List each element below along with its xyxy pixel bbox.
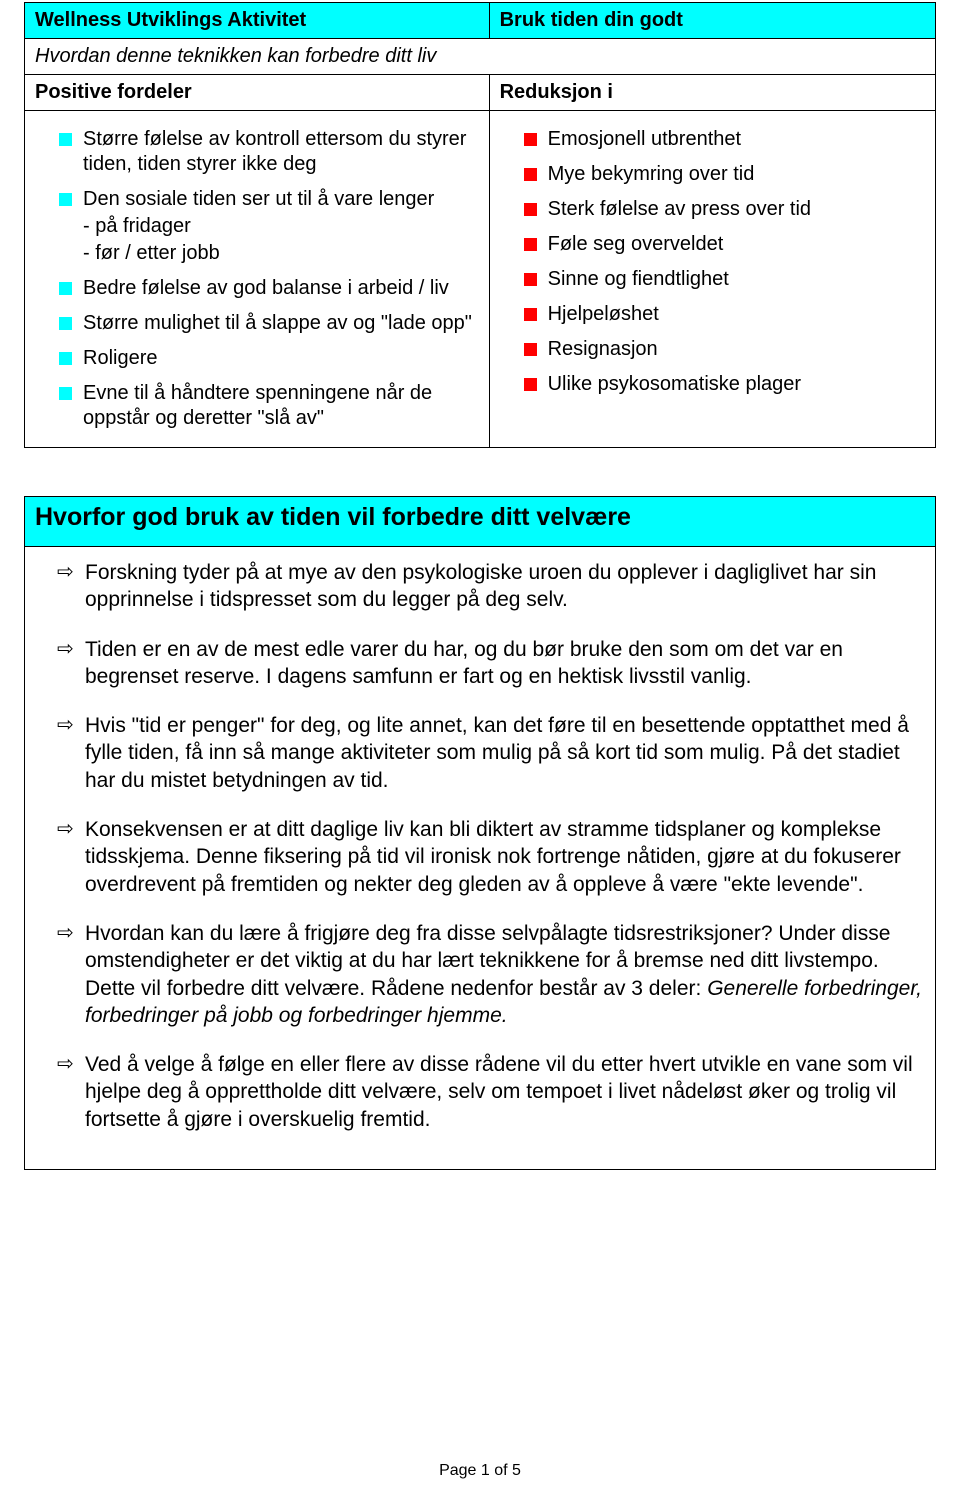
list-text: Hvis "tid er penger" for deg, og lite an… [85,714,909,792]
table2-title: Hvorfor god bruk av tiden vil forbedre d… [25,497,936,547]
list-item: Ved å velge å følge en eller flere av di… [57,1051,925,1133]
reduction-list: Emosjonell utbrenthet Mye bekymring over… [500,127,925,397]
list-text: Større mulighet til å slappe av og "lade… [83,312,472,334]
list-text: Evne til å håndtere spenningene når de o… [83,382,432,429]
list-text: Forskning tyder på at mye av den psykolo… [85,561,876,611]
list-text: Emosjonell utbrenthet [548,128,741,150]
list-item: Mye bekymring over tid [524,162,925,187]
list-text: Sinne og fiendtlighet [548,268,729,290]
table1-col-right: Reduksjon i [489,75,935,111]
why-table: Hvorfor god bruk av tiden vil forbedre d… [24,496,936,1170]
list-item: Sinne og fiendtlighet [524,267,925,292]
page-footer: Page 1 of 5 [0,1462,960,1480]
list-item: Tiden er en av de mest edle varer du har… [57,636,925,691]
list-item: Hvordan kan du lære å frigjøre deg fra d… [57,920,925,1029]
list-text: Føle seg overveldet [548,233,724,255]
list-subline: - på fridager [83,214,479,239]
document-page: Wellness Utviklings Aktivitet Bruk tiden… [0,2,960,1494]
list-text: Den sosiale tiden ser ut til å vare leng… [83,188,434,210]
list-item: Føle seg overveldet [524,232,925,257]
table2-body: Forskning tyder på at mye av den psykolo… [25,547,936,1170]
why-list: Forskning tyder på at mye av den psykolo… [35,559,925,1133]
list-item: Større følelse av kontroll ettersom du s… [59,127,479,177]
list-text: Konsekvensen er at ditt daglige liv kan … [85,818,901,896]
list-item: Hvis "tid er penger" for deg, og lite an… [57,712,925,794]
list-item: Konsekvensen er at ditt daglige liv kan … [57,816,925,898]
table1-right-cell: Emosjonell utbrenthet Mye bekymring over… [489,111,935,448]
table1-subtitle: Hvordan denne teknikken kan forbedre dit… [25,39,936,75]
list-text: Resignasjon [548,338,658,360]
positive-list: Større følelse av kontroll ettersom du s… [35,127,479,431]
list-item: Roligere [59,346,479,371]
list-text: Større følelse av kontroll ettersom du s… [83,128,466,175]
list-text: Roligere [83,347,157,369]
list-item: Resignasjon [524,337,925,362]
table1-title-left: Wellness Utviklings Aktivitet [25,3,490,39]
table1-title-right: Bruk tiden din godt [489,3,935,39]
list-text: Ved å velge å følge en eller flere av di… [85,1053,913,1131]
list-text: Bedre følelse av god balanse i arbeid / … [83,277,449,299]
list-item: Bedre følelse av god balanse i arbeid / … [59,276,479,301]
benefits-table: Wellness Utviklings Aktivitet Bruk tiden… [24,2,936,448]
table1-col-left: Positive fordeler [25,75,490,111]
list-item: Emosjonell utbrenthet [524,127,925,152]
list-item: Forskning tyder på at mye av den psykolo… [57,559,925,614]
list-text: Ulike psykosomatiske plager [548,373,801,395]
list-item: Sterk følelse av press over tid [524,197,925,222]
list-subline: - før / etter jobb [83,241,479,266]
list-text: Sterk følelse av press over tid [548,198,811,220]
list-text: Hjelpeløshet [548,303,659,325]
list-item: Den sosiale tiden ser ut til å vare leng… [59,187,479,266]
list-text: Tiden er en av de mest edle varer du har… [85,638,843,688]
list-item: Større mulighet til å slappe av og "lade… [59,311,479,336]
list-item: Hjelpeløshet [524,302,925,327]
list-text: Mye bekymring over tid [548,163,755,185]
table1-left-cell: Større følelse av kontroll ettersom du s… [25,111,490,448]
list-item: Ulike psykosomatiske plager [524,372,925,397]
list-item: Evne til å håndtere spenningene når de o… [59,381,479,431]
